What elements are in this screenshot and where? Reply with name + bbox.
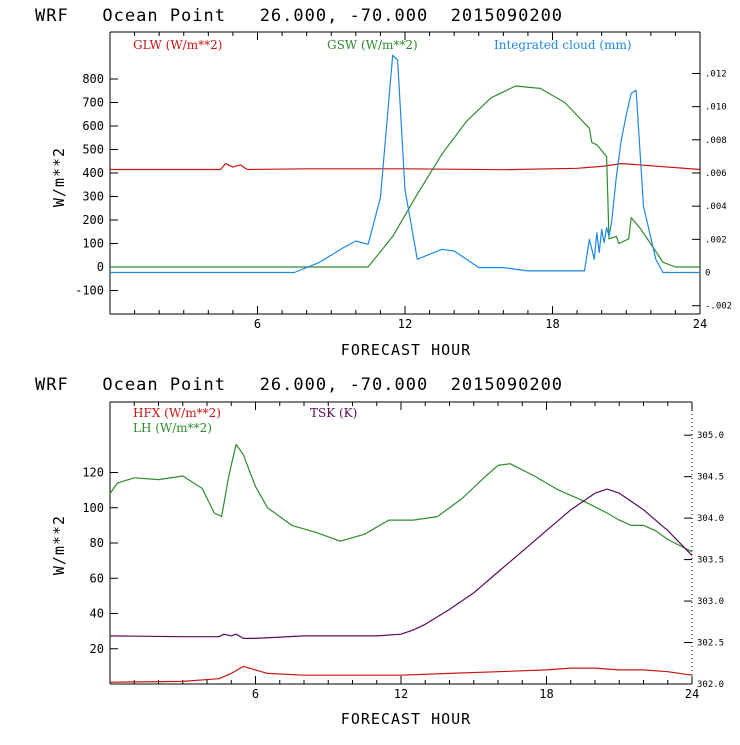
bottom-right-tick-label: 303.0 — [697, 597, 724, 607]
top-legend-glw: GLW (W/m**2) — [133, 38, 222, 52]
bottom-chart-ylabel: W/m**2 — [50, 515, 68, 575]
top-y-tick-label: 600 — [82, 119, 104, 133]
bottom-right-tick-label: 302.5 — [697, 639, 724, 649]
bottom-x-tick-label: 24 — [685, 687, 699, 701]
bottom-right-tick-label: 304.5 — [697, 473, 724, 483]
top-y-tick-label: 200 — [82, 213, 104, 227]
top-right-tick-label: .004 — [705, 202, 727, 212]
bottom-legend-lh: LH (W/m**2) — [133, 421, 212, 435]
top-y-tick-label: 700 — [82, 96, 104, 110]
bottom-chart-title: WRF Ocean Point 26.000, -70.000 20150902… — [35, 375, 563, 395]
top-y-tick-label: 800 — [82, 72, 104, 86]
bottom-right-tick-label: 305.0 — [697, 431, 724, 441]
bottom-y-tick-label: 80 — [90, 536, 104, 550]
bottom-series-tsk-line — [109, 488, 693, 640]
bottom-y-tick-label: 100 — [82, 501, 104, 515]
bottom-series-lh-line — [109, 443, 693, 553]
top-y-tick-label: 500 — [82, 143, 104, 157]
bottom-right-tick-label: 304.0 — [697, 514, 724, 524]
bottom-legend-tsk: TSK (K) — [310, 406, 357, 420]
bottom-y-tick-label: 120 — [82, 466, 104, 480]
top-series-integrated-line — [110, 54, 700, 274]
bottom-y-tick-label: 20 — [90, 642, 104, 656]
bottom-series-hfx-line — [109, 665, 693, 683]
top-chart-ylabel: W/m**2 — [50, 147, 68, 207]
top-right-tick-label: 0 — [705, 269, 710, 279]
top-series-gsw-line — [110, 85, 700, 268]
bottom-x-tick-label: 18 — [539, 687, 553, 701]
top-legend-gsw: GSW (W/m**2) — [327, 38, 418, 52]
top-chart-title: WRF Ocean Point 26.000, -70.000 20150902… — [35, 6, 563, 26]
top-x-tick-label: 6 — [254, 317, 261, 331]
top-y-tick-label: 400 — [82, 166, 104, 180]
top-legend-cloud: Integrated cloud (mm) — [494, 38, 632, 52]
top-x-tick-label: 24 — [693, 317, 707, 331]
top-x-tick-label: 12 — [398, 317, 412, 331]
top-right-tick-label: .010 — [705, 103, 727, 113]
bottom-right-tick-label: 303.5 — [697, 556, 724, 566]
top-y-tick-label: 100 — [82, 237, 104, 251]
top-right-tick-label: .006 — [705, 169, 727, 179]
bottom-right-tick-label: 302.0 — [697, 680, 724, 690]
bottom-y-tick-label: 40 — [90, 607, 104, 621]
bottom-legend-hfx: HFX (W/m**2) — [133, 406, 221, 420]
top-series-glw-line — [110, 163, 701, 171]
top-y-tick-label: 0 — [97, 260, 104, 274]
top-right-tick-label: .008 — [705, 136, 727, 146]
top-right-tick-label: -.002 — [705, 302, 732, 312]
top-y-tick-label: 300 — [82, 190, 104, 204]
bottom-chart-xlabel: FORECAST HOUR — [341, 710, 471, 728]
top-y-tick-label: -100 — [75, 284, 104, 298]
bottom-y-tick-label: 60 — [90, 571, 104, 585]
bottom-x-tick-label: 12 — [394, 687, 408, 701]
bottom-x-tick-label: 6 — [252, 687, 259, 701]
top-chart-xlabel: FORECAST HOUR — [341, 341, 471, 359]
top-right-tick-label: .012 — [705, 69, 727, 79]
top-right-tick-label: .002 — [705, 235, 727, 245]
top-x-tick-label: 18 — [545, 317, 559, 331]
